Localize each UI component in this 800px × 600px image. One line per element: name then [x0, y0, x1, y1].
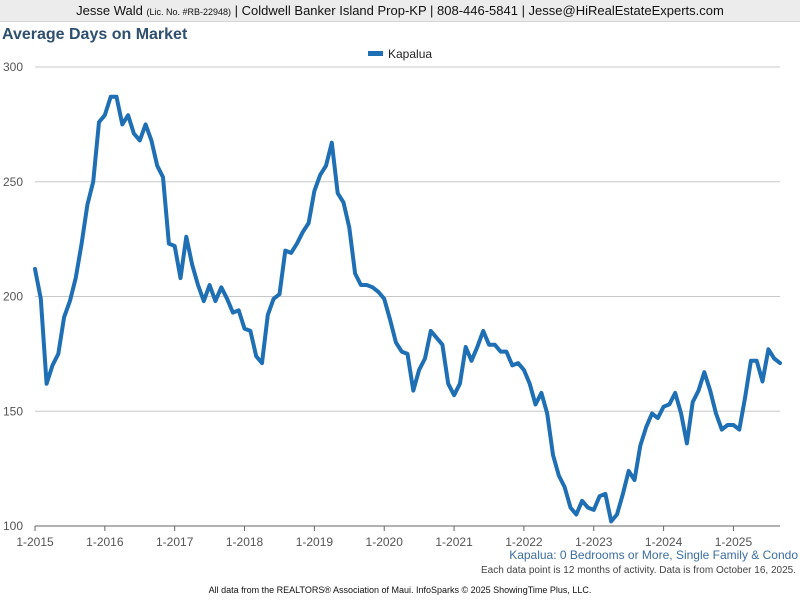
x-tick-label: 1-2023: [575, 535, 613, 549]
y-tick-label: 250: [3, 175, 23, 189]
x-tick-label: 1-2024: [645, 535, 683, 549]
chart-title: Average Days on Market: [2, 26, 188, 43]
x-tick-label: 1-2021: [435, 535, 473, 549]
series-layer: [33, 94, 782, 524]
data-source: All data from the REALTORS® Association …: [208, 585, 592, 595]
x-tick-label: 1-2017: [156, 535, 194, 549]
legend-label: Kapalua: [388, 47, 432, 61]
axes: 100 150 200 250 300 1-2015 1-2016 1-2017 1-2018 1…: [3, 60, 780, 549]
agent-license: (Lic. No. #RB-22948): [146, 7, 232, 17]
x-tick-label: 1-2016: [86, 535, 124, 549]
legend-swatch: [368, 51, 383, 56]
y-tick-label: 300: [3, 60, 23, 74]
y-tick-label: 150: [3, 404, 23, 418]
data-note: Each data point is 12 months of activity…: [481, 565, 796, 576]
x-tick-label: 1-2018: [226, 535, 264, 549]
x-tick-label: 1-2015: [16, 535, 54, 549]
y-tick-label: 200: [3, 290, 23, 304]
x-tick-label: 1-2019: [296, 535, 334, 549]
grid-lines: [35, 66, 780, 412]
y-tick-label: 100: [3, 519, 23, 533]
x-tick-label: 1-2022: [505, 535, 543, 549]
x-tick-label: 1-2025: [715, 535, 753, 549]
chart-subtitle: Kapalua: 0 Bedrooms or More, Single Fami…: [509, 548, 798, 562]
legend: Kapalua: [368, 47, 432, 61]
x-tick-label: 1-2020: [366, 535, 404, 549]
agent-contact-info: | Coldwell Banker Island Prop-KP | 808-4…: [234, 3, 724, 18]
agent-contact-header: Jesse Wald (Lic. No. #RB-22948) | Coldwe…: [0, 0, 800, 22]
series-line-kapalua: [33, 94, 782, 524]
agent-name: Jesse Wald: [76, 3, 143, 18]
